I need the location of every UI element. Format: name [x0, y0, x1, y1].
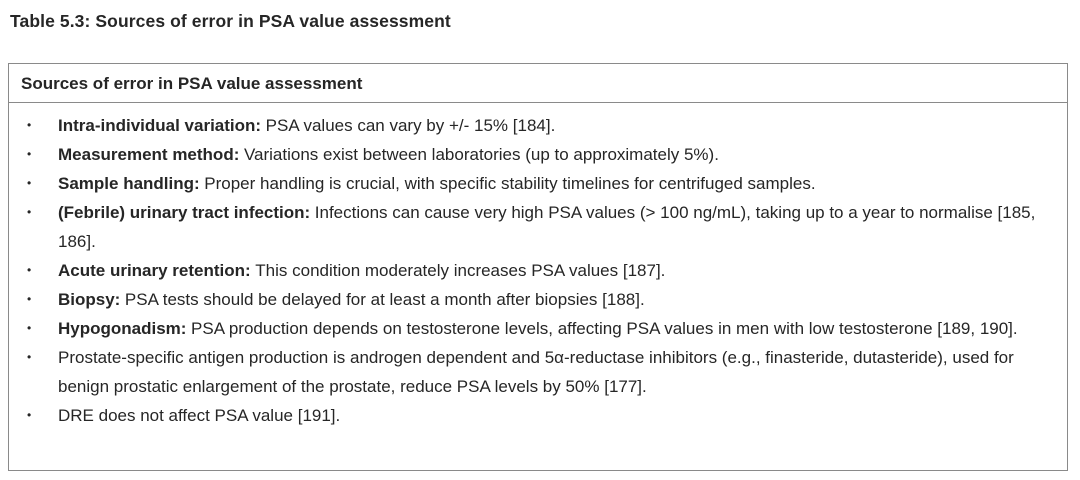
bullet-icon: •	[27, 176, 32, 190]
list-item-content: Measurement method: Variations exist betw…	[58, 140, 1037, 169]
list-item-content: Prostate-specific antigen production is …	[58, 343, 1037, 401]
bullet-icon: •	[27, 350, 32, 364]
list-item: • Measurement method: Variations exist be…	[9, 140, 1067, 169]
list-item: • Biopsy: PSA tests should be delayed for…	[9, 285, 1067, 314]
item-text: PSA tests should be delayed for at least…	[124, 290, 645, 309]
list-item: • Acute urinary retention: This condition…	[9, 256, 1067, 285]
table-caption: Table 5.3: Sources of error in PSA value…	[10, 11, 451, 31]
item-text: DRE does not affect PSA value [191].	[58, 406, 341, 425]
bullet-icon: •	[27, 147, 32, 161]
item-text: Infections can cause very high PSA value…	[58, 203, 1036, 251]
table-body: • Intra-individual variation: PSA values …	[9, 103, 1067, 440]
list-item-content: DRE does not affect PSA value [191].	[58, 401, 1037, 430]
list-item-content: Acute urinary retention: This condition m…	[58, 256, 1037, 285]
list-item-content: Intra-individual variation: PSA values ca…	[58, 111, 1037, 140]
bullet-icon: •	[27, 205, 32, 219]
list-item: • Intra-individual variation: PSA values …	[9, 111, 1067, 140]
bullet-icon: •	[27, 321, 32, 335]
item-text: PSA values can vary by +/- 15% [184].	[265, 116, 556, 135]
item-text: Variations exist between laboratories (u…	[243, 145, 719, 164]
item-lead: Acute urinary retention:	[58, 261, 251, 280]
item-lead: Measurement method:	[58, 145, 240, 164]
list-item-content: Hypogonadism: PSA production depends on t…	[58, 314, 1037, 343]
list-item: • Sample handling: Proper handling is cru…	[9, 169, 1067, 198]
bullet-icon: •	[27, 408, 32, 422]
item-lead: Sample handling:	[58, 174, 200, 193]
list-item-content: (Febrile) urinary tract infection: Infect…	[58, 198, 1037, 256]
bullet-icon: •	[27, 292, 32, 306]
list-item: • (Febrile) urinary tract infection: Infe…	[9, 198, 1067, 256]
bullet-icon: •	[27, 263, 32, 277]
item-lead: Biopsy:	[58, 290, 121, 309]
item-lead: Hypogonadism:	[58, 319, 187, 338]
psa-error-table: Sources of error in PSA value assessment…	[8, 63, 1068, 471]
item-text: This condition moderately increases PSA …	[255, 261, 666, 280]
list-item-content: Sample handling: Proper handling is cruci…	[58, 169, 1037, 198]
item-text: Prostate-specific antigen production is …	[58, 348, 1014, 396]
list-item: • DRE does not affect PSA value [191].	[9, 401, 1067, 430]
list-item: • Hypogonadism: PSA production depends on…	[9, 314, 1067, 343]
item-lead: Intra-individual variation:	[58, 116, 262, 135]
list-item-content: Biopsy: PSA tests should be delayed for a…	[58, 285, 1037, 314]
item-text: PSA production depends on testosterone l…	[191, 319, 1018, 338]
list-item: • Prostate-specific antigen production i…	[9, 343, 1067, 401]
bullet-icon: •	[27, 118, 32, 132]
item-lead: (Febrile) urinary tract infection:	[58, 203, 311, 222]
item-text: Proper handling is crucial, with specifi…	[204, 174, 816, 193]
table-header: Sources of error in PSA value assessment	[9, 64, 1067, 103]
